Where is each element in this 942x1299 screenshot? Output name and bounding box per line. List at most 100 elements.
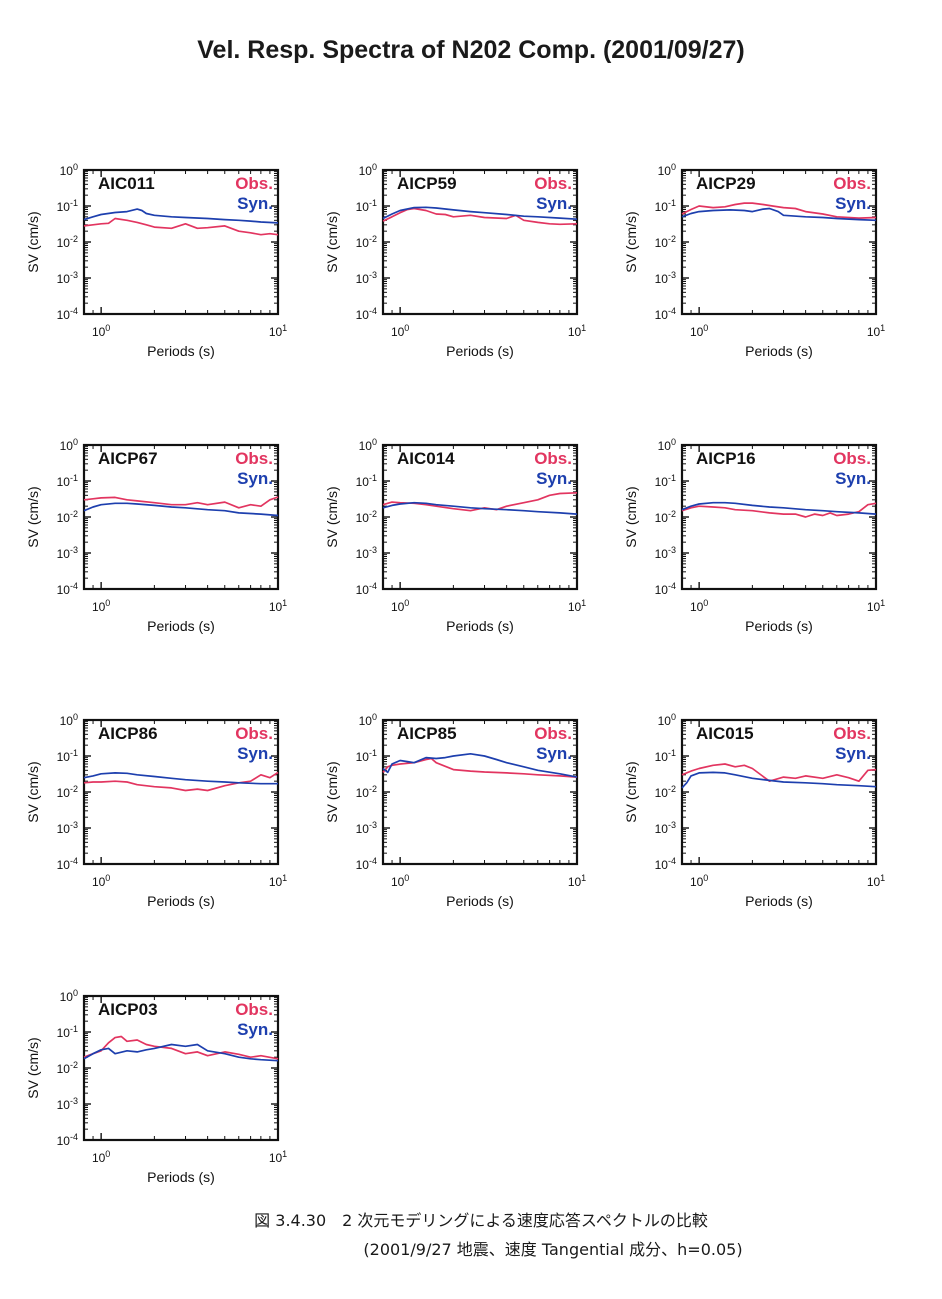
x-tick-label: 100 [690, 598, 708, 614]
station-label: AIC011 [98, 174, 155, 193]
y-tick-label: 100 [60, 712, 78, 728]
legend-obs: Obs. [833, 449, 871, 468]
y-axis-label: SV (cm/s) [25, 486, 41, 547]
y-tick-label: 10-4 [57, 1132, 78, 1148]
y-tick-label: 100 [60, 437, 78, 453]
x-axis-label: Periods (s) [745, 893, 813, 909]
x-tick-label: 101 [269, 323, 287, 339]
y-tick-label: 10-1 [57, 473, 78, 489]
station-label: AICP86 [98, 724, 158, 743]
y-axis-label: SV (cm/s) [25, 211, 41, 272]
y-tick-label: 10-3 [356, 270, 377, 286]
chart-panel-aicp85: 100 10-1 10-2 10-3 10-4 100 101 Periods (s) SV (… [324, 712, 586, 909]
y-tick-label: 10-3 [57, 545, 78, 561]
chart-panel-aicp59: 100 10-1 10-2 10-3 10-4 100 101 Periods (s) SV (… [324, 162, 586, 359]
y-tick-label: 10-3 [57, 270, 78, 286]
x-tick-label: 101 [269, 873, 287, 889]
y-tick-label: 10-2 [57, 234, 78, 250]
x-tick-label: 100 [92, 873, 110, 889]
y-tick-label: 10-4 [655, 856, 676, 872]
x-axis-label: Periods (s) [147, 618, 215, 634]
y-tick-label: 100 [658, 437, 676, 453]
y-tick-label: 100 [658, 162, 676, 178]
station-label: AICP16 [696, 449, 756, 468]
y-tick-label: 10-4 [655, 306, 676, 322]
series-line-syn [382, 752, 578, 778]
series-line-obs [83, 217, 279, 236]
chart-panel-aicp86: 100 10-1 10-2 10-3 10-4 100 101 Periods (s) SV (… [25, 712, 287, 909]
y-tick-label: 10-4 [57, 856, 78, 872]
x-axis-label: Periods (s) [745, 618, 813, 634]
chart-panel-aicp67: 100 10-1 10-2 10-3 10-4 100 101 Periods (s) SV (… [25, 437, 287, 634]
legend-obs: Obs. [235, 449, 273, 468]
y-axis-label: SV (cm/s) [623, 211, 639, 272]
y-tick-label: 10-4 [356, 856, 377, 872]
y-axis-label: SV (cm/s) [623, 486, 639, 547]
y-tick-label: 100 [658, 712, 676, 728]
y-tick-label: 100 [60, 162, 78, 178]
y-axis-label: SV (cm/s) [25, 1037, 41, 1098]
series-line-syn [681, 771, 877, 789]
x-tick-label: 101 [867, 323, 885, 339]
legend-obs: Obs. [833, 724, 871, 743]
x-axis-label: Periods (s) [147, 343, 215, 359]
y-axis-label: SV (cm/s) [324, 761, 340, 822]
legend-obs: Obs. [534, 174, 572, 193]
x-tick-label: 101 [269, 598, 287, 614]
x-tick-label: 100 [92, 323, 110, 339]
series-line-obs [681, 202, 877, 219]
y-tick-label: 10-2 [57, 509, 78, 525]
x-tick-label: 101 [867, 598, 885, 614]
series-line-obs [681, 763, 877, 783]
y-tick-label: 10-4 [356, 581, 377, 597]
legend-obs: Obs. [534, 724, 572, 743]
series-line-syn [83, 502, 279, 517]
x-tick-label: 100 [92, 598, 110, 614]
y-tick-label: 10-3 [57, 1096, 78, 1112]
y-tick-label: 10-2 [356, 784, 377, 800]
series-line-syn [382, 206, 578, 221]
y-tick-label: 10-2 [57, 784, 78, 800]
x-tick-label: 101 [568, 873, 586, 889]
page-title: Vel. Resp. Spectra of N202 Comp. (2001/0… [197, 36, 745, 64]
y-tick-label: 10-1 [655, 198, 676, 214]
series-line-syn [83, 208, 279, 224]
y-tick-label: 10-3 [655, 270, 676, 286]
figure-caption-detail: (2001/9/27 地震、速度 Tangential 成分、h=0.05) [363, 1240, 743, 1259]
y-tick-label: 10-2 [655, 784, 676, 800]
legend-syn: Syn. [835, 744, 871, 763]
station-label: AICP59 [397, 174, 457, 193]
x-tick-label: 100 [391, 873, 409, 889]
legend-obs: Obs. [235, 1000, 273, 1019]
legend-obs: Obs. [534, 449, 572, 468]
y-tick-label: 10-3 [356, 545, 377, 561]
y-tick-label: 10-3 [356, 820, 377, 836]
y-tick-label: 100 [359, 162, 377, 178]
legend-syn: Syn. [237, 744, 273, 763]
series-line-syn [382, 501, 578, 515]
legend-syn: Syn. [237, 1020, 273, 1039]
figure-caption: 図 3.4.30 2 次元モデリングによる速度応答スペクトルの比較 [254, 1211, 708, 1230]
station-label: AIC014 [397, 449, 455, 468]
y-axis-label: SV (cm/s) [324, 211, 340, 272]
y-tick-label: 10-1 [655, 748, 676, 764]
x-axis-label: Periods (s) [446, 343, 514, 359]
station-label: AICP03 [98, 1000, 158, 1019]
y-tick-label: 100 [359, 437, 377, 453]
legend-syn: Syn. [536, 744, 572, 763]
series-line-obs [681, 502, 877, 518]
chart-panel-aicp16: 100 10-1 10-2 10-3 10-4 100 101 Periods (s) SV (… [623, 437, 885, 634]
y-tick-label: 10-2 [655, 234, 676, 250]
y-tick-label: 10-2 [57, 1060, 78, 1076]
x-axis-label: Periods (s) [446, 618, 514, 634]
y-tick-label: 10-3 [655, 545, 676, 561]
legend-syn: Syn. [237, 469, 273, 488]
x-tick-label: 101 [568, 323, 586, 339]
y-tick-label: 10-3 [57, 820, 78, 836]
series-line-obs [83, 496, 279, 509]
y-tick-label: 10-1 [356, 198, 377, 214]
legend-obs: Obs. [833, 174, 871, 193]
chart-panel-aic014: 100 10-1 10-2 10-3 10-4 100 101 Periods (s) SV (… [324, 437, 586, 634]
legend-syn: Syn. [835, 194, 871, 213]
